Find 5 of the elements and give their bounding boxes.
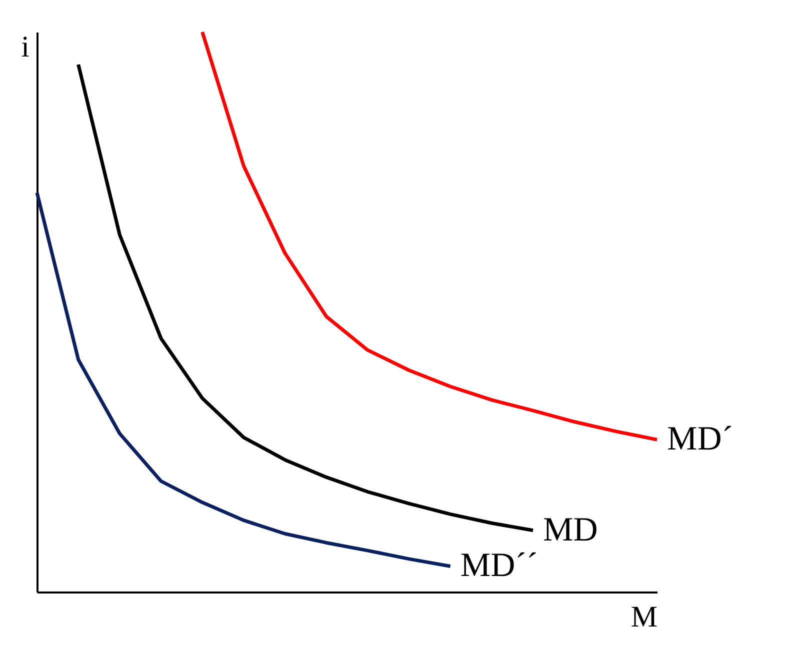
x-axis-title: M <box>630 600 658 634</box>
y-axis-title: i <box>21 30 30 64</box>
series-label: MD´ <box>667 420 734 458</box>
series-label: MD´´ <box>460 547 538 584</box>
series-label: MD <box>543 511 598 548</box>
